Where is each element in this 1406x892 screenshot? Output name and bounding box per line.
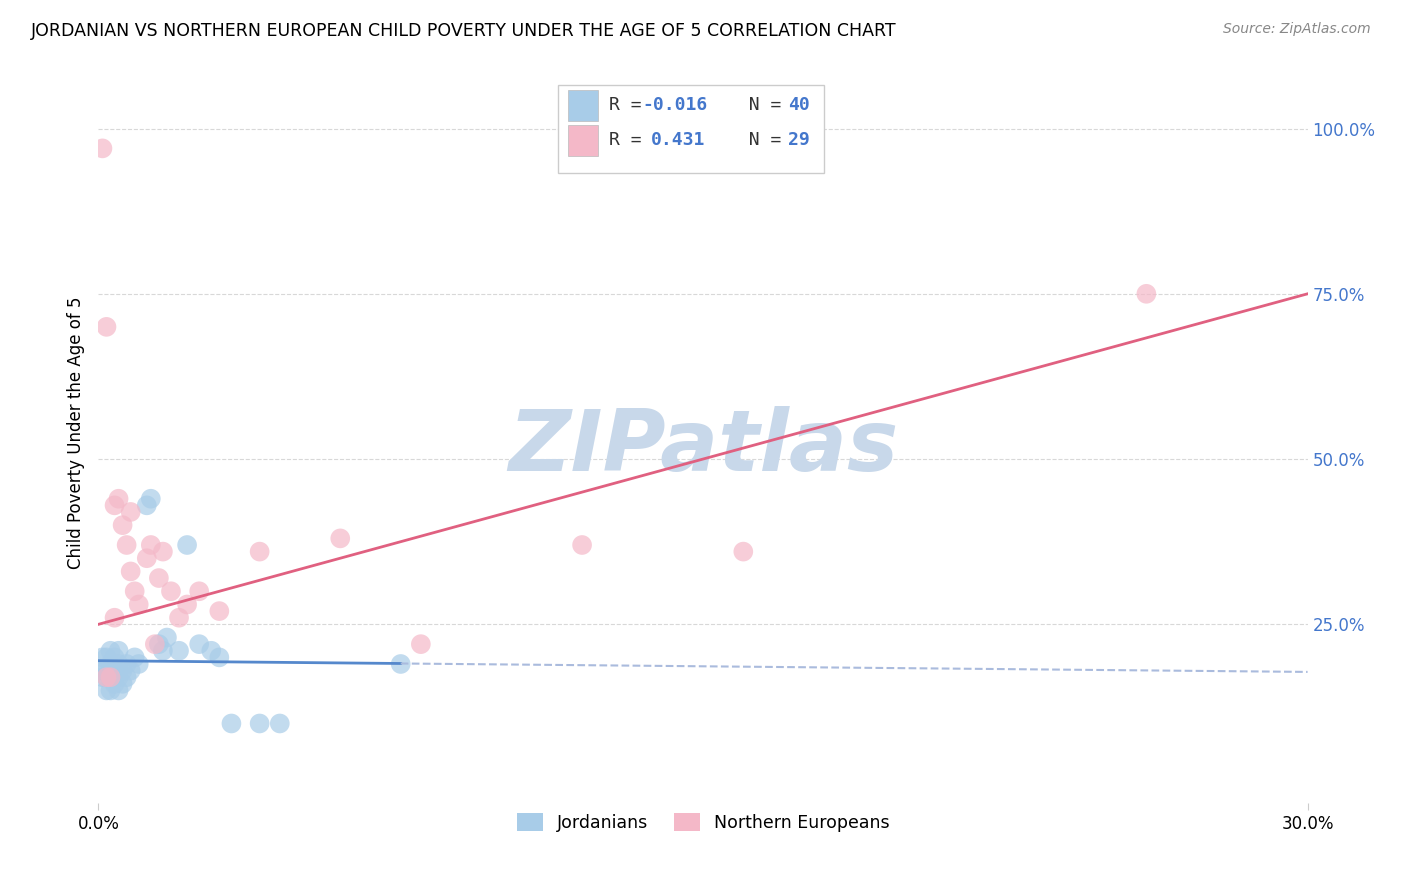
Point xyxy=(176,538,198,552)
Text: N =: N = xyxy=(727,96,793,114)
Point xyxy=(100,657,122,671)
FancyBboxPatch shape xyxy=(558,85,824,173)
Point xyxy=(103,664,125,678)
Bar xyxy=(568,125,598,156)
Text: -0.016: -0.016 xyxy=(643,96,707,114)
Point xyxy=(96,319,118,334)
Point xyxy=(128,657,150,671)
Point xyxy=(91,141,114,155)
Point xyxy=(135,499,157,513)
Point xyxy=(571,538,593,552)
Point xyxy=(107,683,129,698)
Point xyxy=(107,670,129,684)
Point xyxy=(107,491,129,506)
Bar xyxy=(568,90,598,121)
Point xyxy=(124,650,146,665)
Point xyxy=(103,677,125,691)
Point xyxy=(188,637,211,651)
Text: R =: R = xyxy=(609,131,664,149)
Point xyxy=(167,611,190,625)
Point xyxy=(100,664,122,678)
Point xyxy=(91,650,114,665)
Point xyxy=(148,637,170,651)
Point xyxy=(188,584,211,599)
Point xyxy=(96,664,118,678)
Legend: Jordanians, Northern Europeans: Jordanians, Northern Europeans xyxy=(509,805,897,838)
Y-axis label: Child Poverty Under the Age of 5: Child Poverty Under the Age of 5 xyxy=(66,296,84,569)
Point xyxy=(100,670,122,684)
Point xyxy=(389,657,412,671)
Text: ZIPatlas: ZIPatlas xyxy=(508,406,898,489)
Point xyxy=(221,716,243,731)
Point xyxy=(143,637,166,651)
Point xyxy=(156,631,179,645)
Point xyxy=(160,584,183,599)
Point xyxy=(115,670,138,684)
Point xyxy=(167,644,190,658)
Text: Source: ZipAtlas.com: Source: ZipAtlas.com xyxy=(1223,22,1371,37)
Point xyxy=(208,650,231,665)
Point xyxy=(733,544,755,558)
Point xyxy=(103,650,125,665)
Point xyxy=(103,499,125,513)
Point xyxy=(115,538,138,552)
Point xyxy=(100,683,122,698)
Point xyxy=(96,670,118,684)
Point xyxy=(107,644,129,658)
Point xyxy=(139,538,162,552)
Point xyxy=(111,664,134,678)
Point xyxy=(249,544,271,558)
Point xyxy=(91,670,114,684)
Point xyxy=(329,532,352,546)
Point xyxy=(152,644,174,658)
Point xyxy=(139,491,162,506)
Point xyxy=(96,670,118,684)
Point xyxy=(135,551,157,566)
Point xyxy=(152,544,174,558)
Point xyxy=(409,637,432,651)
Point xyxy=(103,611,125,625)
Point xyxy=(120,565,142,579)
Point xyxy=(115,657,138,671)
Point xyxy=(269,716,291,731)
Text: 40: 40 xyxy=(787,96,810,114)
Point xyxy=(249,716,271,731)
Point xyxy=(111,518,134,533)
Point xyxy=(120,664,142,678)
Point xyxy=(91,664,114,678)
Text: R =: R = xyxy=(609,96,652,114)
Point xyxy=(1135,286,1157,301)
Text: JORDANIAN VS NORTHERN EUROPEAN CHILD POVERTY UNDER THE AGE OF 5 CORRELATION CHAR: JORDANIAN VS NORTHERN EUROPEAN CHILD POV… xyxy=(31,22,897,40)
Point xyxy=(176,598,198,612)
Point xyxy=(208,604,231,618)
Point xyxy=(100,644,122,658)
Point xyxy=(120,505,142,519)
Text: N =: N = xyxy=(727,131,793,149)
Point xyxy=(124,584,146,599)
Point xyxy=(96,650,118,665)
Point xyxy=(128,598,150,612)
Point xyxy=(111,677,134,691)
Text: 29: 29 xyxy=(787,131,810,149)
Text: 0.431: 0.431 xyxy=(651,131,706,149)
Point xyxy=(107,657,129,671)
Point xyxy=(200,644,222,658)
Point xyxy=(100,670,122,684)
Point xyxy=(96,683,118,698)
Point xyxy=(148,571,170,585)
